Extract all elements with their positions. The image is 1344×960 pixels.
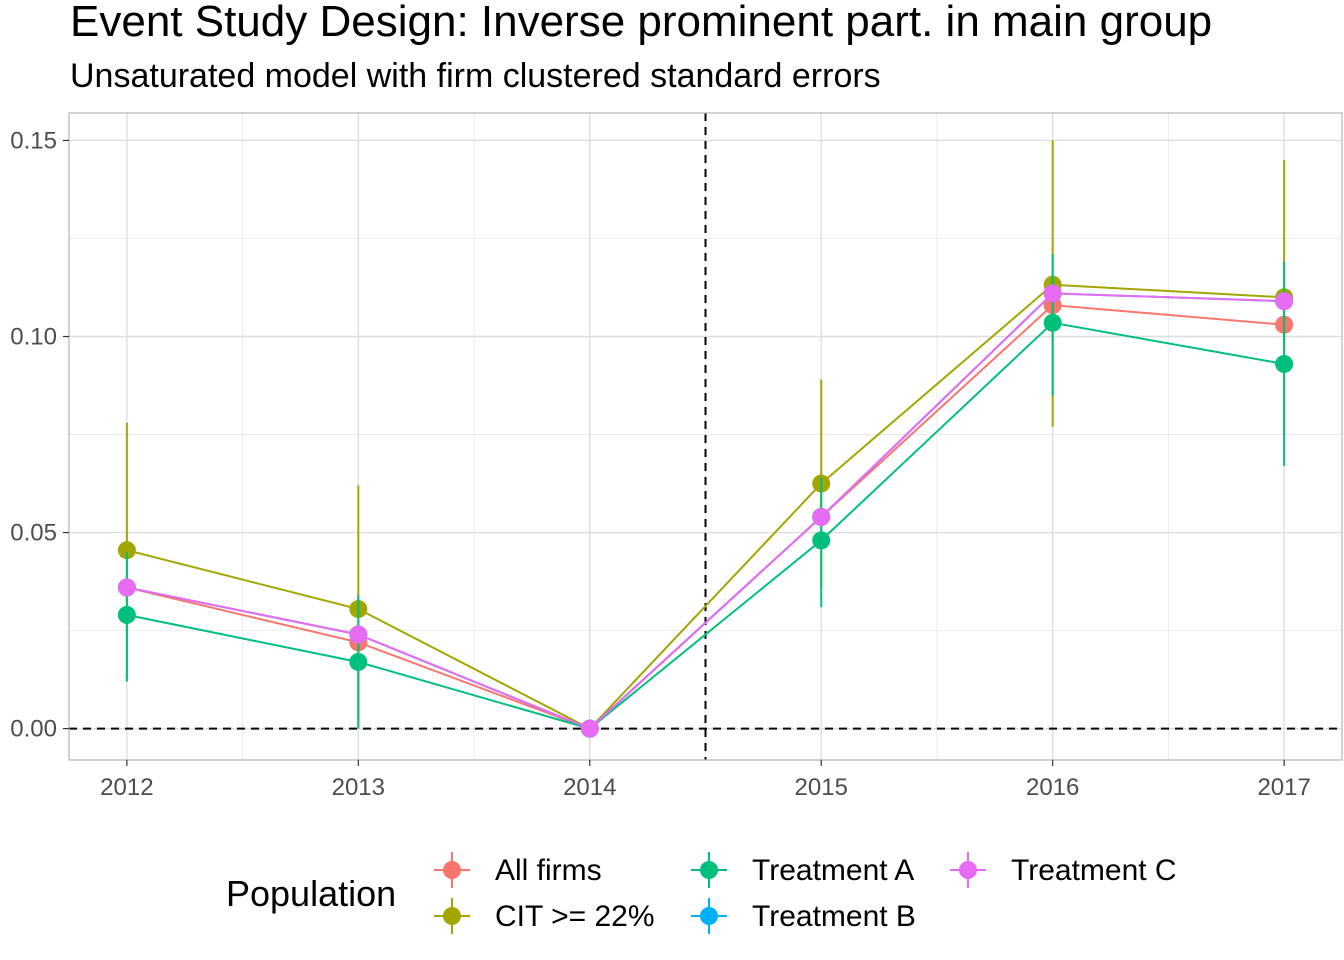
data-point	[117, 605, 136, 624]
legend-item: Treatment A	[691, 852, 914, 888]
series-group	[117, 284, 1294, 738]
series-line	[126, 283, 1285, 730]
x-tick-label: 2014	[563, 774, 616, 801]
legend-key-point	[959, 861, 977, 879]
chart-title: Event Study Design: Inverse prominent pa…	[70, 0, 1213, 46]
legend-key-point	[443, 907, 461, 925]
legend-label: Treatment B	[752, 900, 916, 933]
y-tick-label: 0.10	[10, 324, 57, 351]
data-point	[1043, 313, 1062, 332]
legend-key-point	[700, 907, 718, 925]
series-group	[117, 254, 1294, 738]
x-tick-label: 2012	[100, 774, 153, 801]
x-tick-label: 2013	[332, 774, 385, 801]
data-point	[117, 578, 136, 597]
series-line	[126, 292, 1285, 730]
plot-panel-border	[68, 112, 1343, 761]
x-tick-label: 2015	[795, 774, 848, 801]
data-point	[1275, 292, 1294, 311]
series-layer	[117, 140, 1294, 738]
legend-title: Population	[226, 873, 396, 914]
y-tick-label: 0.15	[10, 127, 57, 154]
legend-label: CIT >= 22%	[495, 900, 655, 933]
data-point	[117, 541, 136, 560]
legend-label: Treatment C	[1011, 854, 1177, 887]
y-tick-label: 0.00	[10, 716, 57, 743]
legend-item: All firms	[434, 852, 602, 888]
data-point	[812, 531, 831, 550]
legend-item: CIT >= 22%	[434, 898, 655, 934]
legend-label: Treatment A	[752, 854, 914, 887]
legend-item: Treatment B	[691, 898, 916, 934]
x-tick-label: 2017	[1257, 774, 1310, 801]
legend: Population All firms CIT >= 22% Treatment A…	[226, 852, 1177, 934]
legend-item: Treatment C	[950, 852, 1177, 888]
legend-label: All firms	[495, 854, 602, 887]
data-point	[812, 507, 831, 526]
data-point	[349, 625, 368, 644]
data-point	[1275, 354, 1294, 373]
data-point	[349, 652, 368, 671]
y-tick-label: 0.05	[10, 520, 57, 547]
data-point	[580, 719, 599, 738]
chart-subtitle: Unsaturated model with firm clustered st…	[70, 57, 881, 95]
legend-key-point	[700, 861, 718, 879]
reference-lines	[69, 113, 1342, 760]
legend-key-point	[443, 861, 461, 879]
axis-labels: 0.00 0.05 0.10 0.15 2012 2013 2014 2015 2016 2017	[10, 127, 1311, 801]
x-tick-label: 2016	[1026, 774, 1079, 801]
series-line	[126, 321, 1285, 730]
data-point	[1043, 284, 1062, 303]
